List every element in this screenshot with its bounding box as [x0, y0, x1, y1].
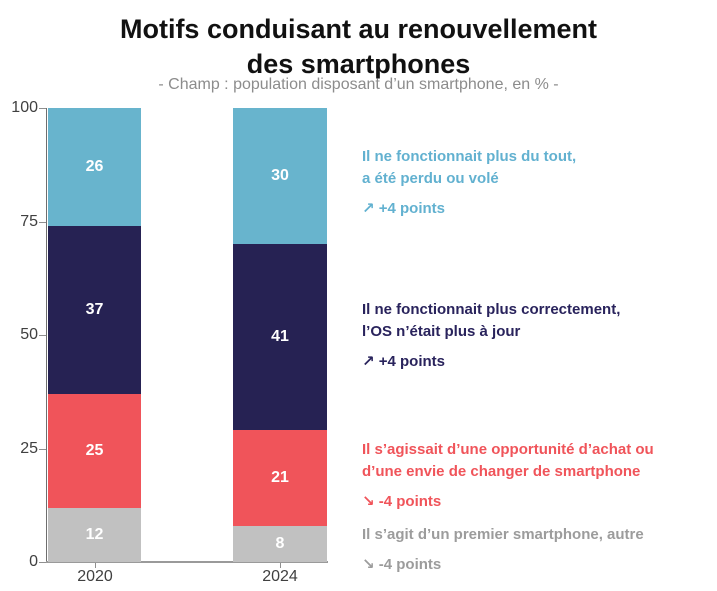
y-tick-label: 0 [29, 553, 38, 570]
y-tick-label: 100 [11, 99, 38, 116]
annotation-line: Il ne fonctionnait plus correctement, [362, 301, 621, 318]
chart-subtitle: - Champ : population disposant d’un smar… [158, 76, 559, 93]
annotation-block: Il s’agit d’un premier smartphone, autre… [362, 524, 712, 576]
bar-segment: 41 [233, 244, 327, 431]
x-category-label: 2020 [77, 568, 113, 585]
x-axis-line [46, 561, 328, 563]
annotation-line: a été perdu ou volé [362, 170, 499, 187]
stacked-bar-2024: 8 21 41 30 [233, 108, 327, 562]
y-tick-label: 25 [20, 440, 38, 457]
stacked-bar-2020: 12 25 37 26 [48, 108, 141, 562]
bar-value-label: 26 [85, 158, 104, 176]
y-tick-mark [39, 108, 46, 109]
y-tick-mark [39, 562, 46, 563]
annotation-block: Il ne fonctionnait plus du tout, a été pe… [362, 146, 712, 220]
x-category-label: 2024 [262, 568, 298, 585]
bar-value-label: 30 [271, 167, 289, 185]
down-right-arrow-change-label: ↘ -4 points [362, 556, 442, 573]
up-right-arrow-change-label: ↗ +4 points [362, 200, 445, 217]
annotation-line: l’OS n’était plus à jour [362, 323, 521, 340]
y-tick-mark [39, 335, 46, 336]
bar-value-label: 37 [85, 301, 104, 319]
y-tick-mark [39, 222, 46, 223]
bar-segment: 30 [233, 108, 327, 245]
annotation-line: Il ne fonctionnait plus du tout, [362, 148, 577, 165]
bar-value-label: 8 [275, 534, 285, 552]
up-right-arrow-change-label: ↗ +4 points [362, 353, 445, 370]
bar-value-label: 21 [271, 469, 289, 487]
annotation-block: Il s’agissait d’une opportunité d’achat … [362, 439, 712, 513]
x-tick-mark [95, 563, 96, 568]
y-axis-line [46, 108, 47, 563]
x-tick-mark [280, 563, 281, 568]
bar-value-label: 25 [85, 441, 104, 459]
chart-title-line1: Motifs conduisant au renouvellement [119, 14, 598, 44]
bar-segment: 37 [48, 226, 141, 395]
down-right-arrow-change-label: ↘ -4 points [362, 493, 442, 510]
bar-value-label: 12 [85, 525, 104, 543]
bar-segment: 26 [48, 108, 141, 227]
y-tick-mark [39, 449, 46, 450]
annotation-line: Il s’agit d’un premier smartphone, autre [362, 526, 644, 543]
annotation-line: Il s’agissait d’une opportunité d’achat … [362, 441, 654, 458]
chart-title-line2: des smartphones [246, 49, 471, 79]
y-tick-label: 75 [20, 213, 38, 230]
chart-title: Motifs conduisant au renouvellement des … [0, 12, 717, 82]
annotation-block: Il ne fonctionnait plus correctement, l’O… [362, 299, 712, 373]
bar-segment: 21 [233, 430, 327, 526]
y-tick-label: 50 [20, 326, 38, 343]
bar-segment: 25 [48, 394, 141, 508]
bar-segment: 8 [233, 525, 327, 562]
bar-value-label: 41 [271, 328, 289, 346]
bar-segment: 12 [48, 507, 141, 562]
annotation-line: d’une envie de changer de smartphone [362, 463, 641, 480]
